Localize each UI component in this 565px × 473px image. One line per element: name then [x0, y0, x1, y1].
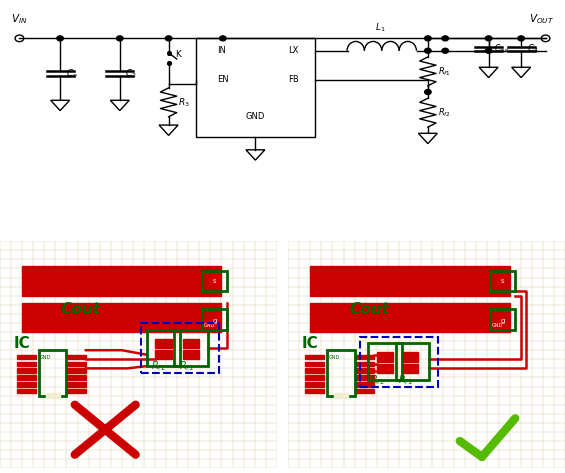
Text: IC: IC — [302, 336, 319, 351]
Text: $R_{f2}$: $R_{f2}$ — [438, 106, 451, 119]
Bar — [355, 375, 374, 380]
Bar — [202, 309, 227, 330]
Bar — [155, 350, 172, 359]
Bar — [182, 350, 199, 359]
Circle shape — [425, 48, 431, 53]
Text: EN: EN — [218, 75, 229, 84]
Text: $R_{f1}$: $R_{f1}$ — [179, 359, 193, 373]
Bar — [396, 343, 429, 380]
Text: IC: IC — [14, 336, 31, 351]
Text: $V_{IN}$: $V_{IN}$ — [11, 12, 28, 26]
Text: g: g — [212, 318, 217, 324]
Bar — [305, 361, 324, 366]
Bar — [155, 339, 172, 348]
Bar — [355, 361, 374, 366]
Text: Cout: Cout — [61, 302, 101, 317]
Text: $R_{f2}$: $R_{f2}$ — [370, 373, 385, 387]
Bar — [377, 352, 393, 361]
Text: $V_{OUT}$: $V_{OUT}$ — [529, 12, 554, 26]
Bar — [182, 339, 199, 348]
Text: $L_1$: $L_1$ — [375, 22, 385, 34]
Text: $R_{f1}$: $R_{f1}$ — [438, 65, 451, 78]
Bar — [355, 355, 374, 359]
Circle shape — [425, 89, 431, 95]
Bar — [202, 271, 227, 291]
Text: $C_{out}$: $C_{out}$ — [494, 43, 510, 55]
Bar — [67, 355, 86, 359]
Bar — [67, 368, 86, 373]
Bar — [195, 38, 315, 138]
Text: K: K — [175, 50, 181, 60]
Circle shape — [220, 36, 226, 41]
Text: GND: GND — [492, 323, 503, 327]
Bar — [305, 368, 324, 373]
Bar — [490, 309, 515, 330]
Bar — [67, 375, 86, 380]
Text: GND: GND — [328, 355, 340, 359]
Bar — [305, 355, 324, 359]
Text: Cout: Cout — [349, 302, 389, 317]
Bar — [46, 394, 59, 398]
Bar — [147, 330, 180, 366]
Text: LX: LX — [288, 46, 299, 55]
Bar — [67, 361, 86, 366]
Bar — [16, 361, 36, 366]
Circle shape — [442, 48, 449, 53]
Bar — [16, 389, 36, 394]
Text: $R_{f1}$: $R_{f1}$ — [398, 373, 412, 387]
Text: $C_4$: $C_4$ — [527, 43, 538, 55]
Text: FB: FB — [288, 75, 299, 84]
Bar — [355, 389, 374, 394]
Bar — [310, 303, 510, 332]
Bar — [141, 323, 219, 373]
Bar — [16, 355, 36, 359]
Text: $C_2$: $C_2$ — [125, 67, 137, 79]
Bar — [305, 389, 324, 394]
Text: s: s — [501, 278, 505, 284]
Bar — [402, 352, 418, 361]
Bar — [16, 382, 36, 386]
Bar — [368, 343, 402, 380]
Bar — [355, 368, 374, 373]
Text: $R_3$: $R_3$ — [179, 96, 190, 109]
Bar — [22, 303, 221, 332]
Bar — [305, 382, 324, 386]
Bar — [67, 382, 86, 386]
Bar — [305, 375, 324, 380]
Circle shape — [485, 48, 492, 53]
Circle shape — [485, 36, 492, 41]
Text: GND: GND — [40, 355, 51, 359]
Bar — [310, 266, 510, 296]
Bar — [334, 394, 347, 398]
Bar — [490, 271, 515, 291]
Circle shape — [442, 36, 449, 41]
Bar — [39, 350, 67, 395]
Circle shape — [425, 36, 431, 41]
Text: GND: GND — [246, 112, 265, 121]
Text: g: g — [501, 318, 505, 324]
Circle shape — [116, 36, 123, 41]
Bar — [360, 337, 438, 386]
Text: $R_{f2}$: $R_{f2}$ — [151, 359, 166, 373]
Circle shape — [166, 36, 172, 41]
Text: $C_e$: $C_e$ — [66, 67, 77, 79]
Bar — [16, 375, 36, 380]
Bar — [402, 364, 418, 373]
Bar — [16, 368, 36, 373]
Text: s: s — [213, 278, 216, 284]
Text: IN: IN — [218, 46, 227, 55]
Text: GND: GND — [203, 323, 215, 327]
Bar — [327, 350, 355, 395]
Circle shape — [518, 36, 524, 41]
Circle shape — [57, 36, 63, 41]
Bar — [22, 266, 221, 296]
Bar — [175, 330, 208, 366]
Bar — [67, 389, 86, 394]
Bar — [355, 382, 374, 386]
Bar — [377, 364, 393, 373]
